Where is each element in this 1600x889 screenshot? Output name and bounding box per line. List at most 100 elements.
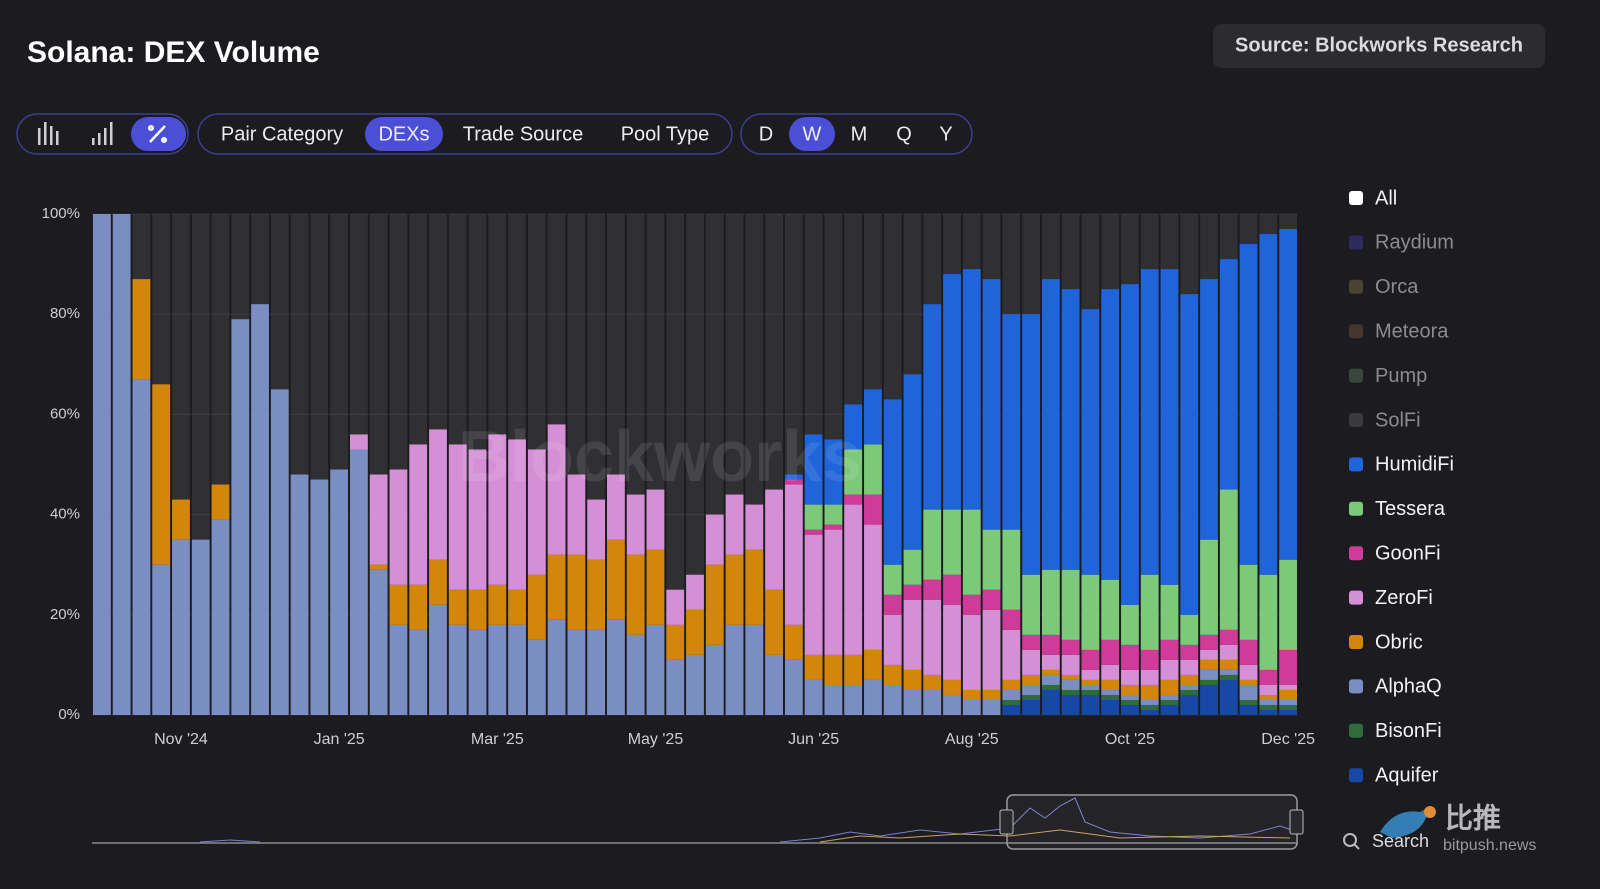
- bar-segment: [152, 564, 171, 715]
- legend-swatch[interactable]: [1349, 413, 1363, 427]
- legend-label[interactable]: Tessera: [1375, 498, 1446, 520]
- bar-segment: [686, 574, 704, 610]
- legend-label[interactable]: Orca: [1375, 276, 1419, 298]
- dimension-option[interactable]: Pool Type: [621, 123, 710, 145]
- bar-segment: [1002, 689, 1021, 700]
- legend-swatch[interactable]: [1349, 324, 1363, 339]
- bar-segment: [1061, 289, 1080, 570]
- bar-segment: [1160, 659, 1179, 680]
- bar-segment: [1140, 669, 1159, 685]
- chart-title: Solana: DEX Volume: [27, 36, 320, 69]
- bar-segment: [705, 564, 724, 645]
- dimension-active[interactable]: [365, 117, 443, 151]
- bar-segment: [1002, 609, 1021, 630]
- legend-label[interactable]: BisonFi: [1375, 720, 1442, 742]
- bar-segment: [488, 624, 507, 715]
- bar-segment: [1101, 694, 1120, 700]
- bar-segment: [1101, 699, 1120, 715]
- legend-label[interactable]: AlphaQ: [1375, 676, 1442, 698]
- legend-label[interactable]: SolFi: [1375, 409, 1421, 431]
- legend-swatch[interactable]: [1349, 590, 1363, 605]
- bar-segment: [1279, 684, 1298, 690]
- bar-segment: [1200, 649, 1218, 660]
- bar-segment: [962, 509, 981, 595]
- stacked-icon[interactable]: [92, 122, 113, 145]
- bar-segment: [1200, 669, 1218, 680]
- navigator-window[interactable]: [1006, 794, 1298, 850]
- legend-swatch[interactable]: [1349, 368, 1363, 383]
- bar-segment: [666, 589, 685, 625]
- bar-segment: [1180, 694, 1199, 715]
- bar-segment: [1002, 679, 1021, 690]
- bar-segment: [1160, 694, 1179, 700]
- bar-segment: [1061, 674, 1080, 680]
- period-option[interactable]: Y: [939, 123, 952, 145]
- bar-segment: [864, 444, 882, 495]
- bar-segment: [172, 539, 190, 715]
- bar-segment: [290, 474, 309, 715]
- bar-segment: [1219, 629, 1238, 645]
- legend-label[interactable]: Meteora: [1375, 320, 1449, 342]
- bar-segment: [1219, 659, 1238, 670]
- period-option[interactable]: W: [803, 123, 822, 145]
- bar-segment: [903, 584, 922, 600]
- bar-segment: [468, 629, 487, 715]
- legend-swatch[interactable]: [1349, 501, 1363, 516]
- legend-swatch[interactable]: [1349, 279, 1363, 294]
- legend-swatch[interactable]: [1349, 635, 1363, 649]
- legend-swatch[interactable]: [1349, 457, 1363, 472]
- bar-segment: [389, 584, 408, 625]
- bar-segment: [903, 599, 922, 670]
- bar-segment: [686, 654, 704, 715]
- bar-segment: [844, 449, 863, 495]
- bar-segment: [369, 564, 388, 570]
- dimension-option[interactable]: Pair Category: [221, 123, 343, 145]
- bar-segment: [172, 499, 190, 540]
- bar-segment: [1259, 694, 1278, 700]
- legend-label[interactable]: Aquifer: [1375, 764, 1439, 786]
- dimension-option[interactable]: Trade Source: [463, 123, 583, 145]
- x-tick-label: May '25: [628, 731, 684, 748]
- bar-segment: [903, 689, 922, 715]
- legend-label[interactable]: Obric: [1375, 631, 1423, 653]
- period-active[interactable]: [789, 117, 835, 151]
- dimension-option[interactable]: DEXs: [378, 123, 429, 145]
- bar-segment: [1259, 234, 1278, 575]
- bar-segment: [1279, 709, 1298, 715]
- bar-segment: [686, 609, 704, 655]
- legend-swatch[interactable]: [1349, 768, 1363, 783]
- legend-label[interactable]: GoonFi: [1375, 542, 1441, 564]
- legend-label[interactable]: Pump: [1375, 365, 1427, 387]
- legend-label[interactable]: HumidiFi: [1375, 454, 1454, 476]
- bar-segment: [1081, 684, 1100, 690]
- period-option[interactable]: D: [759, 123, 773, 145]
- bar-segment: [1259, 709, 1278, 715]
- legend-label[interactable]: Raydium: [1375, 232, 1454, 254]
- legend-label[interactable]: All: [1375, 187, 1397, 209]
- legend-swatch[interactable]: [1349, 191, 1363, 205]
- legend-swatch[interactable]: [1349, 679, 1363, 694]
- navigator-handle[interactable]: [1289, 809, 1304, 835]
- bar-icon[interactable]: [38, 122, 59, 145]
- bar-segment: [211, 484, 230, 520]
- navigator-handle[interactable]: [999, 809, 1014, 835]
- legend-swatch[interactable]: [1349, 546, 1363, 561]
- bar-segment: [1041, 279, 1060, 570]
- legend-swatch[interactable]: [1349, 723, 1363, 738]
- bar-segment: [1200, 659, 1218, 670]
- bar-segment: [962, 594, 981, 615]
- legend-label[interactable]: ZeroFi: [1375, 587, 1433, 609]
- search-icon[interactable]: [1343, 833, 1357, 847]
- bar-segment: [1041, 634, 1060, 655]
- period-option[interactable]: M: [851, 123, 868, 145]
- legend-swatch[interactable]: [1349, 235, 1363, 250]
- bar-segment: [883, 399, 902, 565]
- bar-segment: [330, 469, 349, 715]
- period-group: [740, 113, 973, 155]
- bar-segment: [883, 664, 902, 685]
- search[interactable]: Search: [1372, 831, 1429, 851]
- bar-segment: [982, 529, 1001, 590]
- period-option[interactable]: Q: [896, 123, 912, 145]
- bar-segment: [804, 679, 823, 715]
- bar-segment: [1041, 674, 1060, 685]
